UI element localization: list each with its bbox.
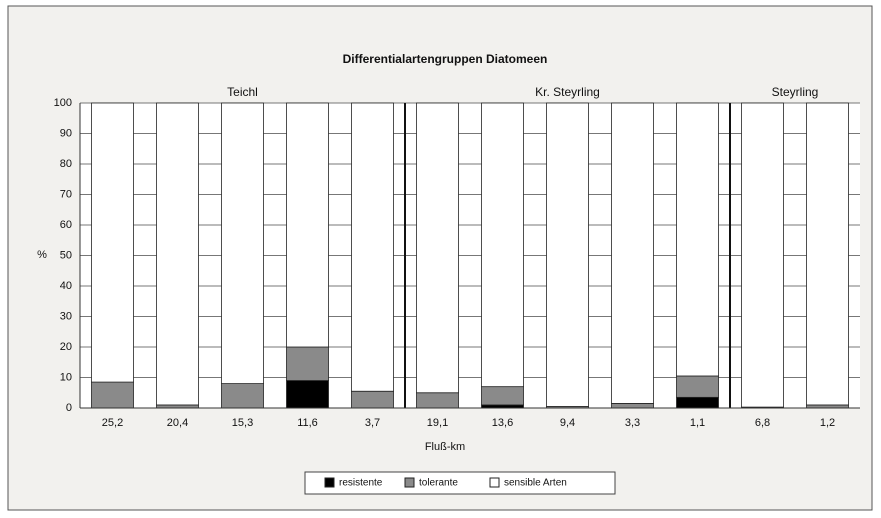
- x-tick-label: 9,4: [560, 417, 575, 429]
- legend-label: sensible Arten: [504, 478, 567, 489]
- group-label: Teichl: [227, 85, 258, 99]
- bar-segment: [416, 102, 459, 394]
- bar-segment: [91, 381, 134, 409]
- y-tick-label: 70: [60, 188, 72, 200]
- bar-segment: [221, 102, 264, 385]
- group-label: Kr. Steyrling: [535, 85, 600, 99]
- x-tick-label: 3,7: [365, 417, 380, 429]
- bar-segment: [351, 390, 394, 409]
- bar-segment: [546, 102, 589, 407]
- bar-segment: [676, 375, 719, 398]
- x-tick-label: 11,6: [297, 417, 318, 429]
- bar-segment: [286, 380, 329, 409]
- x-tick-label: 6,8: [755, 417, 770, 429]
- y-tick-label: 50: [60, 249, 72, 261]
- bar-segment: [481, 102, 524, 388]
- bar-segment: [221, 383, 264, 409]
- bar-segment: [156, 102, 199, 406]
- group-label: Steyrling: [772, 85, 819, 99]
- x-tick-label: 20,4: [167, 417, 188, 429]
- y-tick-label: 10: [60, 371, 72, 383]
- legend-label: resistente: [339, 478, 383, 489]
- x-tick-label: 1,2: [820, 417, 835, 429]
- bar-segment: [91, 102, 134, 383]
- bar-segment: [611, 403, 654, 409]
- bar-segment: [481, 386, 524, 406]
- bar-segment: [676, 396, 719, 409]
- bar-segment: [806, 102, 849, 406]
- x-tick-label: 1,1: [690, 417, 705, 429]
- y-tick-label: 100: [54, 97, 72, 109]
- legend: [304, 471, 616, 495]
- y-tick-label: 30: [60, 310, 72, 322]
- legend-swatch: [489, 477, 500, 488]
- x-tick-label: 25,2: [102, 417, 123, 429]
- y-tick-label: 40: [60, 280, 72, 292]
- y-tick-label: 60: [60, 219, 72, 231]
- bar-segment: [416, 392, 459, 409]
- bar-segment: [741, 102, 784, 408]
- x-tick-label: 19,1: [427, 417, 448, 429]
- x-tick-label: 13,6: [492, 417, 513, 429]
- y-tick-label: 80: [60, 158, 72, 170]
- y-tick-label: 90: [60, 127, 72, 139]
- legend-label: tolerante: [419, 478, 458, 489]
- bar-segment: [286, 346, 329, 381]
- y-tick-label: 0: [66, 402, 72, 414]
- bar-segment: [611, 102, 654, 404]
- x-tick-label: 15,3: [232, 417, 253, 429]
- bar-segment: [676, 102, 719, 377]
- chart-title: Differentialartengruppen Diatomeen: [343, 52, 548, 66]
- x-axis-label: Fluß-km: [425, 441, 465, 453]
- bar-segment: [351, 102, 394, 392]
- y-tick-label: 20: [60, 341, 72, 353]
- legend-swatch: [324, 477, 335, 488]
- legend-swatch: [404, 477, 415, 488]
- bar-segment: [286, 102, 329, 348]
- y-axis-label: %: [37, 249, 47, 261]
- x-tick-label: 3,3: [625, 417, 640, 429]
